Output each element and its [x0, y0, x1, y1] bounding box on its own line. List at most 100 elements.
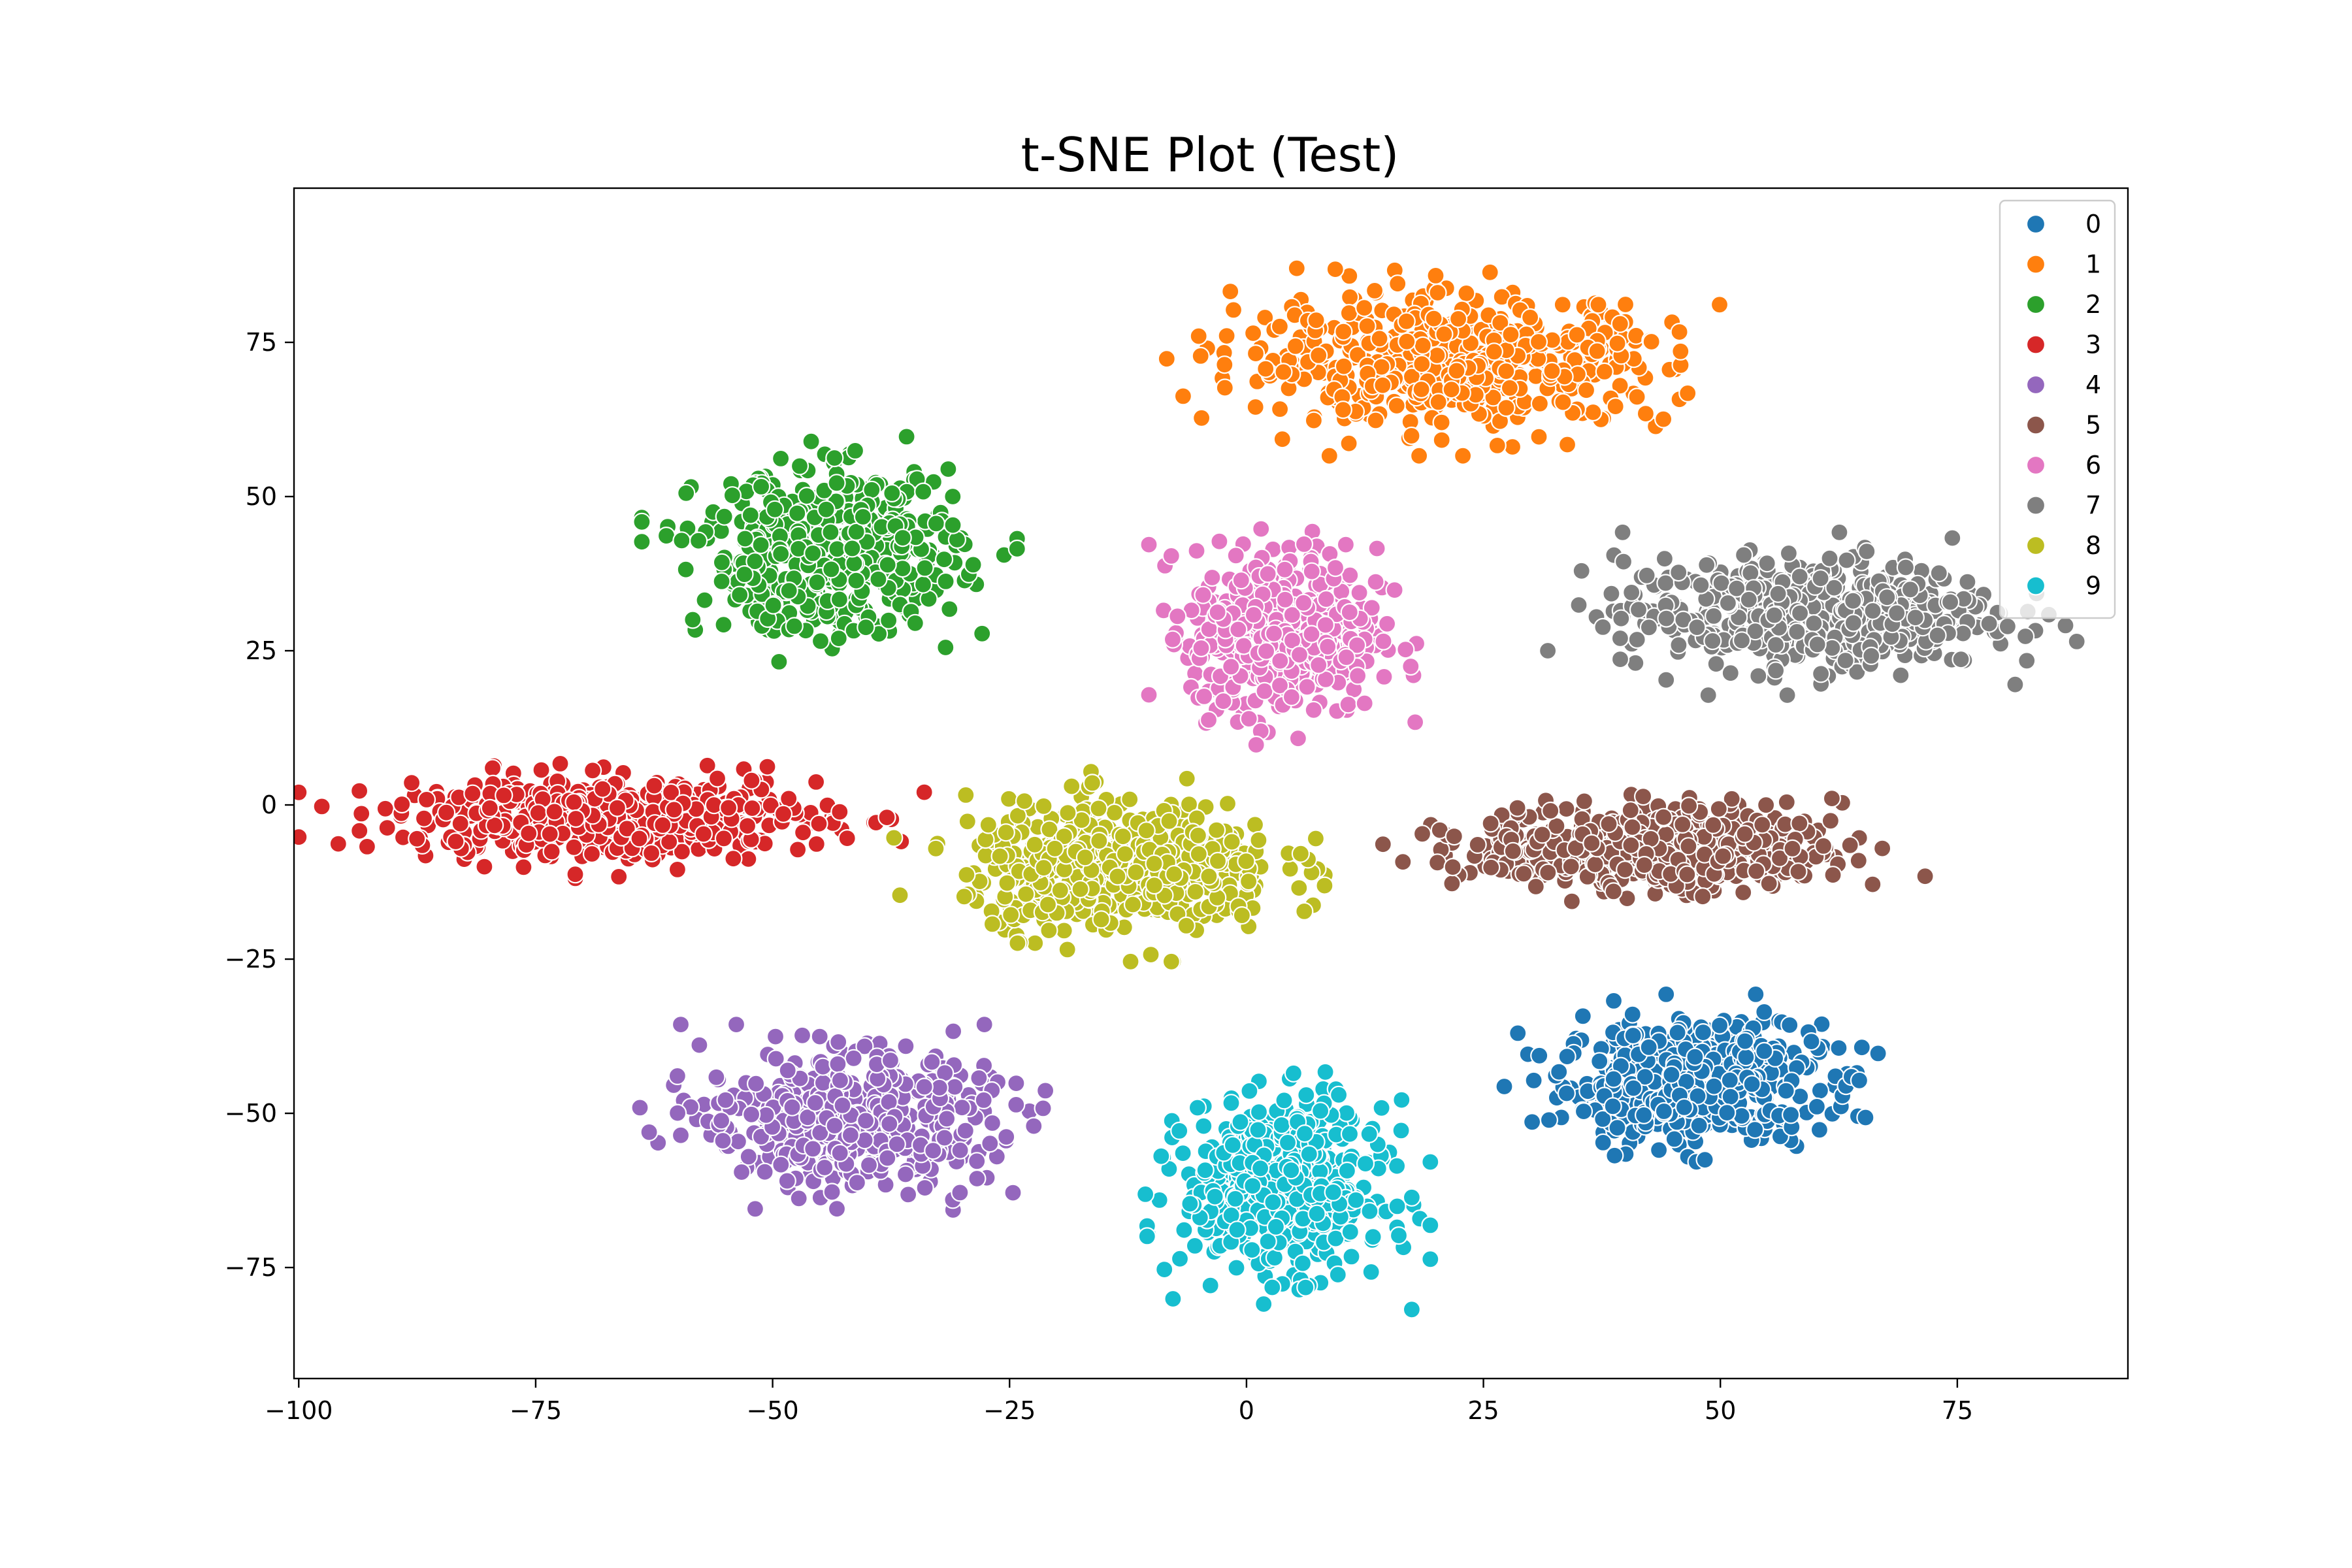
scatter-point-7 [1735, 546, 1754, 564]
scatter-point-3 [350, 781, 369, 800]
scatter-point-4 [713, 1131, 732, 1151]
scatter-point-8 [1058, 940, 1077, 959]
scatter-point-8 [1120, 790, 1139, 809]
scatter-point-1 [1309, 346, 1328, 365]
scatter-point-0 [1755, 1002, 1774, 1022]
scatter-point-1 [1307, 311, 1326, 330]
scatter-point-2 [788, 504, 807, 523]
scatter-point-2 [741, 506, 760, 525]
scatter-point-8 [1208, 851, 1228, 871]
scatter-point-7 [1721, 664, 1740, 683]
scatter-point-1 [1339, 304, 1358, 323]
scatter-point-5 [1557, 799, 1576, 819]
scatter-point-6 [1339, 695, 1358, 714]
scatter-point-1 [1529, 333, 1548, 351]
scatter-point-7 [1929, 564, 1948, 583]
scatter-point-2 [906, 613, 924, 632]
scatter-point-4 [833, 1096, 852, 1115]
scatter-point-2 [822, 560, 841, 579]
scatter-point-7 [1739, 590, 1758, 609]
scatter-point-2 [940, 600, 959, 619]
scatter-point-7 [1878, 588, 1897, 607]
scatter-point-7 [1712, 574, 1731, 593]
scatter-point-2 [672, 531, 691, 550]
scatter-point-0 [1782, 1105, 1801, 1124]
scatter-point-1 [1341, 287, 1360, 306]
scatter-point-5 [1599, 815, 1618, 834]
scatter-point-5 [1709, 799, 1728, 819]
scatter-point-3 [480, 798, 499, 818]
scatter-point-6 [1210, 532, 1229, 551]
scatter-point-1 [1370, 329, 1389, 348]
scatter-point-8 [1177, 916, 1196, 936]
scatter-point-5 [1526, 877, 1545, 896]
scatter-point-0 [1721, 1087, 1740, 1106]
scatter-point-9 [1372, 1098, 1391, 1117]
scatter-point-5 [1508, 798, 1527, 817]
scatter-point-1 [1447, 361, 1466, 380]
scatter-point-1 [1243, 323, 1263, 343]
scatter-point-7 [1830, 523, 1849, 542]
scatter-point-6 [1326, 558, 1345, 578]
scatter-point-3 [566, 809, 585, 828]
scatter-point-6 [1298, 678, 1316, 696]
scatter-point-2 [797, 486, 816, 506]
scatter-point-5 [1777, 792, 1796, 811]
scatter-point-7 [1657, 609, 1676, 628]
scatter-point-0 [1856, 1108, 1875, 1127]
scatter-point-4 [742, 1105, 761, 1124]
scatter-point-2 [770, 652, 789, 672]
scatter-point-0 [1524, 1071, 1543, 1090]
scatter-point-0 [1710, 1016, 1729, 1035]
scatter-point-2 [926, 514, 946, 533]
scatter-point-2 [857, 618, 875, 637]
scatter-point-1 [1710, 295, 1729, 314]
scatter-point-4 [792, 1026, 812, 1045]
scatter-point-4 [923, 1053, 941, 1071]
scatter-point-4 [847, 1173, 867, 1192]
scatter-point-2 [964, 555, 983, 574]
scatter-point-8 [1160, 811, 1179, 830]
scatter-point-0 [1557, 1084, 1576, 1103]
scatter-point-7 [1891, 666, 1910, 685]
scatter-point-8 [1015, 791, 1034, 811]
scatter-point-4 [844, 1049, 863, 1068]
scatter-point-5 [1757, 796, 1776, 815]
scatter-point-8 [1058, 803, 1077, 823]
scatter-point-9 [1173, 1143, 1192, 1163]
scatter-point-1 [1287, 259, 1306, 278]
scatter-point-1 [1457, 284, 1476, 302]
scatter-point-1 [1432, 431, 1451, 449]
scatter-point-2 [802, 432, 821, 451]
scatter-point-2 [772, 544, 791, 563]
scatter-point-4 [1036, 1081, 1055, 1100]
scatter-point-2 [915, 559, 934, 578]
scatter-point-1 [1553, 295, 1572, 314]
scatter-point-0 [1530, 1046, 1549, 1065]
scatter-point-1 [1387, 396, 1406, 416]
scatter-point-8 [1123, 895, 1143, 914]
scatter-point-7 [1844, 613, 1863, 632]
scatter-point-1 [1449, 309, 1468, 329]
scatter-point-4 [810, 1027, 829, 1046]
scatter-point-4 [943, 1022, 963, 1041]
scatter-point-2 [936, 572, 955, 591]
scatter-point-3 [540, 825, 559, 843]
scatter-point-6 [1316, 589, 1335, 609]
scatter-point-5 [1561, 857, 1580, 876]
scatter-point-7 [2016, 627, 2035, 646]
scatter-point-9 [1170, 1249, 1190, 1268]
scatter-point-6 [1282, 687, 1301, 707]
scatter-point-3 [514, 858, 533, 877]
scatter-point-8 [1105, 803, 1124, 823]
scatter-point-0 [1604, 991, 1624, 1011]
scatter-point-7 [1791, 604, 1810, 623]
scatter-point-4 [951, 1141, 970, 1160]
scatter-point-5 [1582, 834, 1601, 853]
scatter-point-9 [1421, 1250, 1440, 1269]
scatter-point-2 [779, 581, 798, 600]
scatter-point-7 [1928, 626, 1947, 645]
scatter-point-4 [827, 1200, 847, 1218]
scatter-point-2 [843, 539, 862, 558]
scatter-point-5 [1821, 811, 1840, 830]
